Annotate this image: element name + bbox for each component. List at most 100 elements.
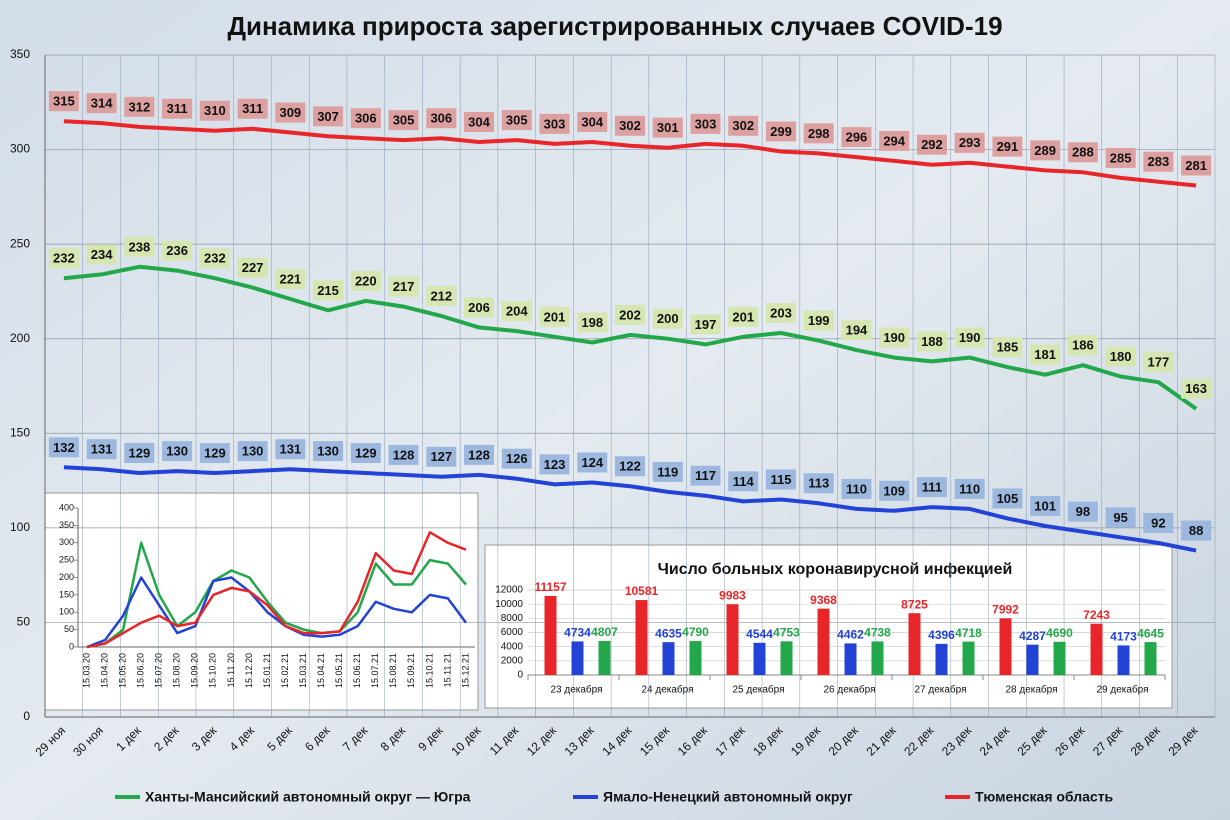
- bar: [817, 608, 830, 675]
- data-label-box: [1143, 151, 1174, 172]
- legend-label: Тюменская область: [975, 789, 1114, 805]
- data-label-box: [954, 327, 985, 348]
- data-label: 130: [317, 444, 339, 459]
- data-label: 220: [355, 273, 377, 288]
- bar: [753, 642, 766, 675]
- data-label: 4690: [1046, 626, 1073, 640]
- y-tick-label: 250: [10, 236, 30, 250]
- data-label: 127: [430, 449, 452, 464]
- bar: [689, 641, 702, 675]
- data-label: 4738: [864, 626, 891, 640]
- data-label: 292: [921, 137, 943, 152]
- data-label: 131: [91, 442, 113, 457]
- bar: [1117, 645, 1130, 675]
- data-label: 98: [1076, 504, 1090, 519]
- data-label-box: [124, 443, 155, 464]
- data-label-box: [1181, 378, 1212, 399]
- y-tick-label: 150: [59, 589, 74, 599]
- data-label: 4807: [591, 625, 618, 639]
- data-label-box: [690, 314, 721, 335]
- data-label: 4287: [1019, 629, 1046, 643]
- data-label-box: [313, 280, 344, 301]
- data-label: 113: [808, 476, 829, 491]
- x-tick-label: 15.11.20: [226, 653, 236, 687]
- data-label-box: [86, 93, 117, 114]
- data-label-box: [577, 452, 608, 473]
- data-label: 232: [204, 251, 226, 266]
- y-tick-label: 8000: [501, 613, 524, 624]
- data-label: 4173: [1110, 630, 1137, 644]
- data-label: 234: [91, 247, 113, 262]
- data-label: 130: [242, 444, 264, 459]
- x-tick-label: 15.02.21: [280, 653, 290, 688]
- x-tick-label: 23 декабря: [550, 684, 602, 696]
- bar: [844, 643, 857, 675]
- data-label: 188: [921, 334, 943, 349]
- data-label: 299: [770, 124, 792, 139]
- y-tick-label: 50: [64, 624, 74, 634]
- data-label-box: [879, 130, 910, 151]
- data-label: 200: [657, 311, 679, 326]
- x-tick-label: 15.07.21: [370, 653, 380, 688]
- data-label: 126: [506, 451, 528, 466]
- data-label: 115: [770, 472, 791, 487]
- data-label-box: [841, 127, 872, 148]
- data-label-box: [992, 136, 1023, 157]
- data-label-box: [1105, 346, 1136, 367]
- data-label: 307: [317, 109, 339, 124]
- data-label-box: [841, 478, 872, 499]
- data-label: 129: [355, 445, 377, 460]
- data-label: 105: [997, 491, 1019, 506]
- data-label: 4645: [1137, 626, 1164, 640]
- data-label: 202: [619, 307, 641, 322]
- data-label-box: [464, 112, 495, 133]
- data-label-box: [199, 248, 230, 269]
- data-label: 288: [1072, 145, 1094, 160]
- data-label-box: [275, 439, 306, 460]
- data-label-box: [728, 471, 759, 492]
- x-tick-label: 26 декабря: [823, 684, 875, 696]
- data-label: 194: [846, 323, 868, 338]
- y-tick-label: 0: [69, 641, 74, 651]
- data-label-box: [426, 286, 457, 307]
- data-label: 314: [91, 96, 113, 111]
- x-tick-label: 15.12.20: [244, 653, 254, 688]
- data-label-box: [992, 337, 1023, 358]
- data-label: 281: [1185, 158, 1207, 173]
- data-label-box: [652, 117, 683, 138]
- x-tick-label: 27 декабря: [914, 684, 966, 696]
- y-tick-label: 100: [10, 520, 30, 534]
- data-label: 306: [430, 111, 452, 126]
- data-label-box: [954, 478, 985, 499]
- series-line: [63, 264, 1198, 411]
- data-label: 293: [959, 135, 981, 150]
- data-label-box: [48, 91, 79, 112]
- data-label-box: [501, 301, 532, 322]
- x-tick-label: 15.04.21: [316, 653, 326, 688]
- data-label: 4635: [655, 626, 682, 640]
- bar: [1026, 644, 1039, 675]
- data-label: 119: [657, 464, 678, 479]
- data-label: 309: [279, 105, 301, 120]
- data-label-box: [690, 465, 721, 486]
- bar: [598, 640, 611, 675]
- data-label: 10581: [625, 584, 659, 598]
- data-label-box: [1181, 520, 1212, 541]
- data-label: 110: [846, 481, 867, 496]
- x-tick-label: 15.09.21: [406, 653, 416, 688]
- x-tick-label: 15.07.20: [154, 653, 164, 688]
- data-label: 227: [242, 260, 264, 275]
- data-label: 7992: [992, 603, 1019, 617]
- data-label: 212: [430, 288, 452, 303]
- data-label-box: [237, 441, 268, 462]
- data-label: 302: [619, 118, 641, 133]
- bar: [571, 641, 584, 675]
- data-label-box: [803, 310, 834, 331]
- data-label: 304: [468, 114, 490, 129]
- y-tick-label: 350: [59, 520, 74, 530]
- inset-title: Число больных коронавирусной инфекцией: [658, 561, 1013, 578]
- data-label-box: [916, 477, 947, 498]
- data-label: 291: [997, 139, 1019, 154]
- data-label: 204: [506, 304, 528, 319]
- data-label: 180: [1110, 349, 1132, 364]
